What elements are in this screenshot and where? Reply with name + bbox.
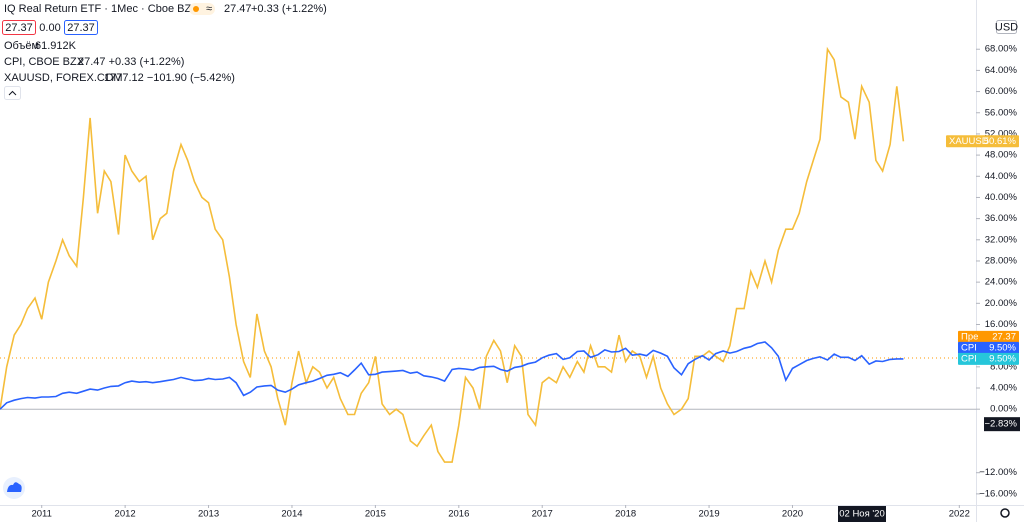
header: IQ Real Return ETF · 1Мес · Cboe BZX ≈ 2… <box>2 3 1018 100</box>
y-tick-label: 20.00% <box>985 298 1018 309</box>
y-tick-label: 56.00% <box>985 107 1018 118</box>
x-tick-label: 2014 <box>281 509 302 520</box>
y-tick-label: 52.00% <box>985 128 1018 139</box>
indicator-name: XAUUSD, FOREX.COM <box>4 72 123 84</box>
y-tick-label: 40.00% <box>985 192 1018 203</box>
price-tag <box>958 341 1019 354</box>
indicator-name: Объём <box>4 40 39 52</box>
session-icon <box>189 3 215 15</box>
price-tag-value: 50.61% <box>984 136 1017 147</box>
settings-icon[interactable] <box>1000 508 1010 518</box>
y-tick-label: −12.00% <box>979 467 1017 478</box>
price-tag-value: 27.37 <box>992 331 1016 342</box>
footer: 02 Ноя '20 <box>3 477 1010 522</box>
logo <box>7 482 22 492</box>
price-tag <box>958 330 1019 343</box>
crosshair-y-label: −2.83% <box>985 419 1018 430</box>
y-tick-label: 16.00% <box>985 319 1018 330</box>
y-tick-label: 48.00% <box>985 150 1018 161</box>
indicator-value: 61.912K <box>35 40 77 52</box>
x-tick-label: 2016 <box>448 509 469 520</box>
x-tick-label: 2015 <box>365 509 386 520</box>
price-tag-name: CPI <box>961 342 977 353</box>
y-tick-label: 60.00% <box>985 86 1018 97</box>
crosshair-x-label: 02 Ноя '20 <box>839 509 885 520</box>
price-tag-name: CPI <box>961 353 977 364</box>
y-tick-label: 64.00% <box>985 65 1018 76</box>
series-line <box>0 46 905 463</box>
collapse-button[interactable] <box>4 86 21 100</box>
buy-box[interactable] <box>64 20 98 35</box>
x-tick-label: 2022 <box>949 509 970 520</box>
x-tick-label: 2019 <box>698 509 719 520</box>
y-tick-label: 4.00% <box>990 383 1017 394</box>
y-tick-label: 32.00% <box>985 234 1018 245</box>
collapse-icon <box>8 90 17 96</box>
x-tick-label: 2020 <box>782 509 803 520</box>
session-icon: ≈ <box>206 3 212 15</box>
buy-price[interactable]: 27.37 <box>67 22 95 34</box>
y-tick-label: 0.00% <box>990 404 1017 415</box>
crosshair-y-box <box>984 417 1020 432</box>
price-tag <box>958 352 1019 365</box>
plot <box>0 46 980 508</box>
y-tick-label: −16.00% <box>979 488 1017 499</box>
title-price: 27.47 <box>224 3 252 15</box>
price-tag-value: 9.50% <box>989 342 1016 353</box>
indicator-name: CPI, CBOE BZX <box>4 56 85 68</box>
spread: 0.00 <box>39 22 60 34</box>
sell-box[interactable] <box>2 20 36 35</box>
y-tick-label: 36.00% <box>985 213 1018 224</box>
price-tag <box>946 135 1019 148</box>
x-tick-label: 2012 <box>115 509 136 520</box>
y-tick-label: 24.00% <box>985 277 1018 288</box>
price-tag-name: Пре <box>961 331 978 342</box>
sell-price[interactable]: 27.37 <box>5 22 33 34</box>
price-tag-value: 9.50% <box>989 353 1016 364</box>
title-change: +0.33 (+1.22%) <box>251 3 327 15</box>
y-tick-label: 8.00% <box>990 361 1017 372</box>
currency-box[interactable] <box>996 20 1017 34</box>
indicator-value: 27.47 +0.33 (+1.22%) <box>78 56 184 68</box>
price-tag-name: XAUUSD <box>949 136 989 147</box>
x-tick-label: 2018 <box>615 509 636 520</box>
x-tick-label: 2013 <box>198 509 219 520</box>
session-icon <box>193 6 199 12</box>
x-tick-label: 2017 <box>532 509 553 520</box>
currency[interactable]: USD <box>995 21 1018 33</box>
y-tick-label: 68.00% <box>985 44 1018 55</box>
x-tick-label: 2011 <box>31 509 51 520</box>
series-line <box>0 341 904 410</box>
y-tick-label: 28.00% <box>985 255 1018 266</box>
chart-title: IQ Real Return ETF · 1Мес · Cboe BZX <box>4 3 199 15</box>
y-tick-label: 44.00% <box>985 171 1018 182</box>
indicator-value: 1777.12 −101.90 (−5.42%) <box>104 72 235 84</box>
crosshair-x-box <box>838 506 886 522</box>
